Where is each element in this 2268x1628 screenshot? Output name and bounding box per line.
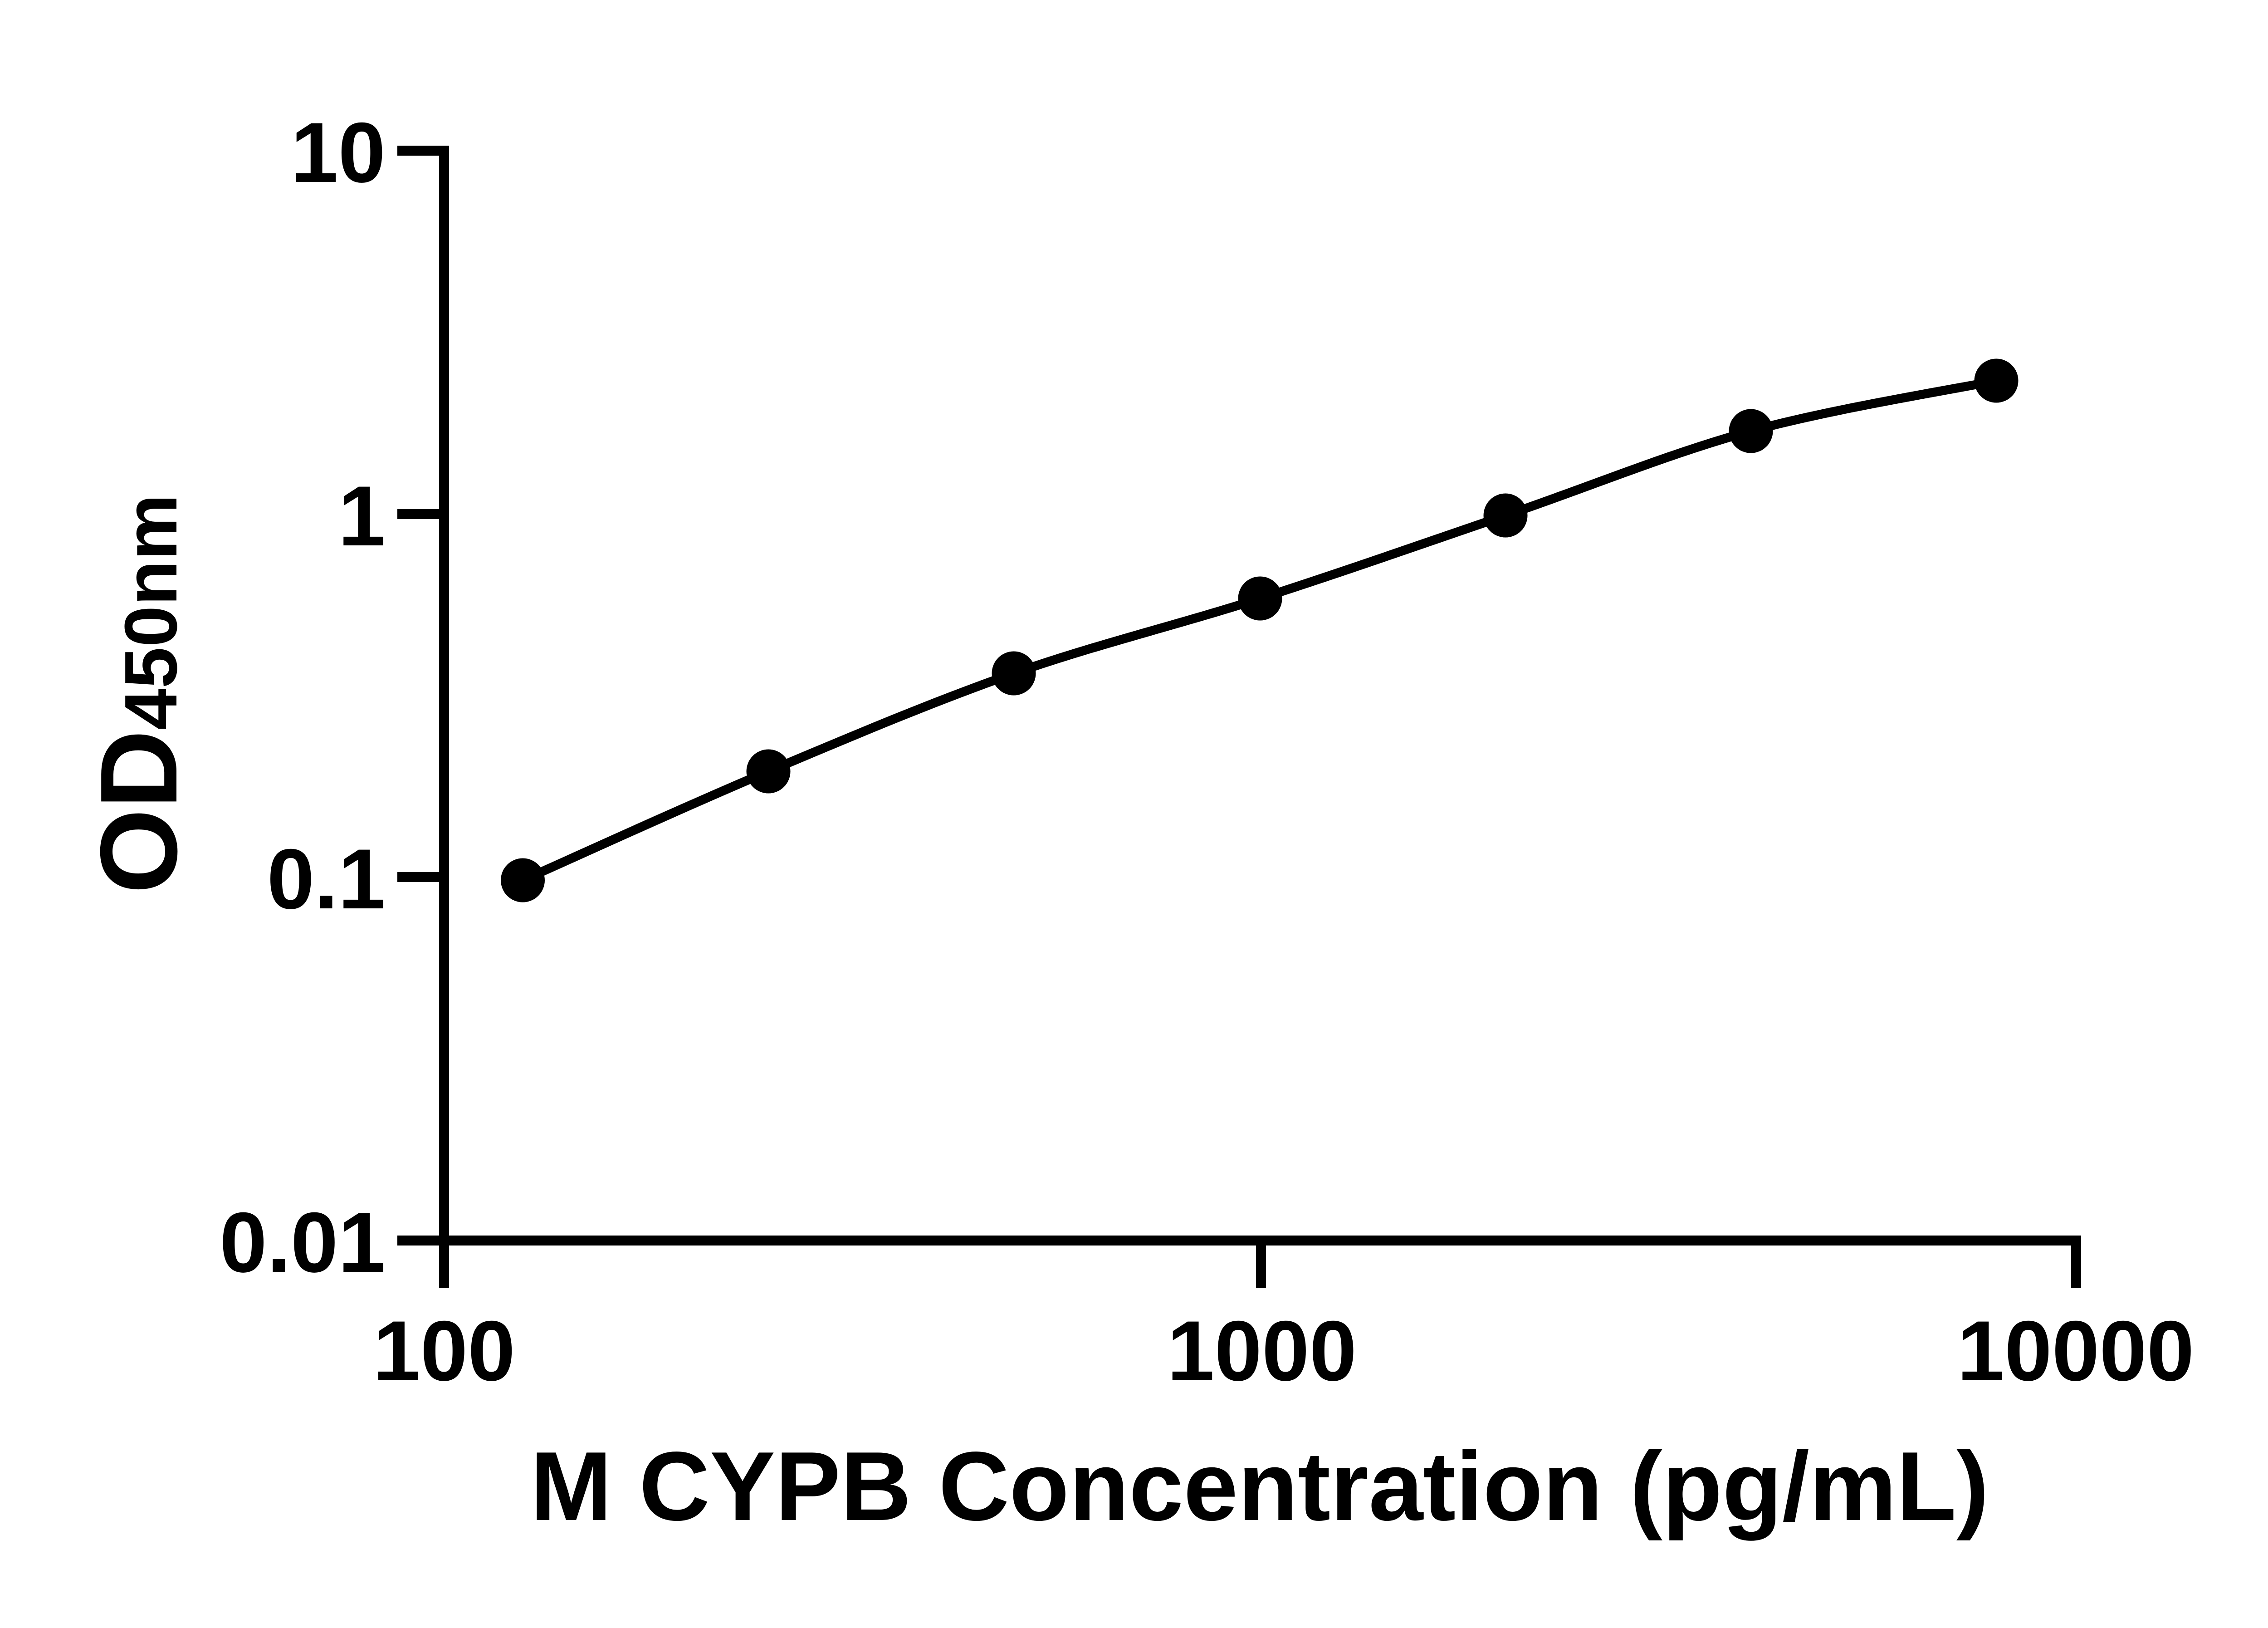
svg-text:1000: 1000 <box>1167 1303 1357 1398</box>
svg-text:M CYPB Concentration (pg/mL): M CYPB Concentration (pg/mL) <box>530 1431 1989 1541</box>
svg-text:10000: 10000 <box>1957 1303 2195 1398</box>
svg-text:0.01: 0.01 <box>220 1195 386 1290</box>
svg-text:0.1: 0.1 <box>267 831 386 927</box>
svg-text:1: 1 <box>338 468 386 564</box>
svg-text:100: 100 <box>373 1303 515 1398</box>
svg-text:10: 10 <box>291 105 386 200</box>
